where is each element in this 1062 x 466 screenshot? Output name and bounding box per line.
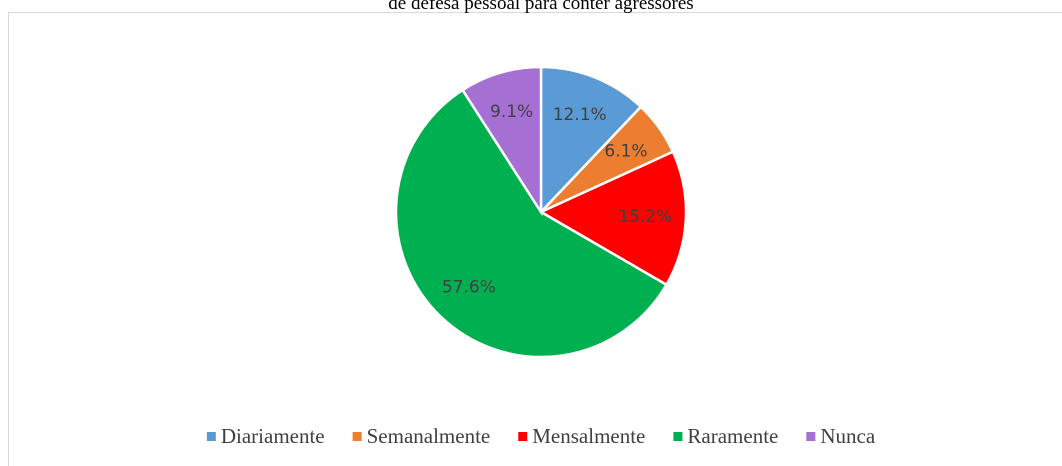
pie-slice bbox=[539, 65, 643, 216]
pie-slice bbox=[538, 150, 688, 287]
legend-label: Semanalmente bbox=[367, 424, 491, 448]
legend-marker bbox=[352, 432, 362, 441]
data-label: 15.2% bbox=[618, 207, 672, 227]
data-label: 9.1% bbox=[490, 102, 533, 122]
data-label: 12.1% bbox=[553, 105, 607, 125]
chart-title: de defesa pessoal para conter agressores bbox=[388, 0, 693, 14]
legend-label: Mensalmente bbox=[532, 424, 645, 448]
legend-marker bbox=[518, 432, 528, 441]
pie-slice bbox=[460, 65, 543, 217]
legend-label: Raramente bbox=[687, 424, 778, 448]
legend-marker bbox=[673, 432, 683, 441]
legend-label: Diariamente bbox=[221, 424, 325, 448]
data-label: 6.1% bbox=[604, 141, 647, 161]
legend-label: Nunca bbox=[820, 424, 875, 448]
legend-marker bbox=[806, 432, 816, 441]
legend-marker bbox=[206, 432, 216, 441]
data-label: 57.6% bbox=[442, 277, 496, 297]
pie-slice bbox=[394, 88, 669, 359]
